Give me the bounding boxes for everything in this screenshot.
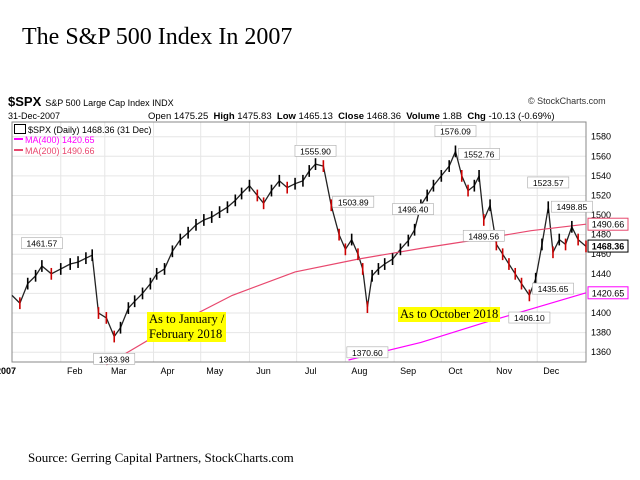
annotation-jan-feb-line2: February 2018 (149, 327, 223, 341)
y-tick-label: 1540 (591, 171, 611, 181)
volume-value: 1.8B (442, 111, 463, 122)
ma200-value-tag-box (587, 217, 629, 231)
price-label-box (346, 346, 389, 359)
series-ma400-line (348, 292, 587, 361)
y-tick-label: 1380 (591, 328, 611, 338)
chart-symbol: $SPX S&P 500 Large Cap Index INDX (8, 94, 174, 109)
open-label: Open (148, 111, 172, 122)
legend-ma400-swatch (14, 138, 23, 140)
legend-ma400: MA(400) 1420.65 (14, 135, 95, 145)
x-tick-label: Mar (111, 366, 127, 376)
y-tick-label: 1440 (591, 269, 611, 279)
price-label: 1461.57 (27, 239, 58, 249)
price-label: 1489.56 (468, 231, 499, 241)
price-label: 1435.65 (538, 284, 569, 294)
y-tick-label: 1520 (591, 190, 611, 200)
legend-ma200-swatch (14, 149, 23, 151)
ma400-value-tag-box (587, 286, 629, 300)
price-label-box (294, 145, 337, 157)
chg-label: Chg (467, 111, 486, 122)
series-ma200-line (106, 223, 587, 366)
ma400-value-tag: 1420.65 (592, 288, 625, 298)
low-value: 1465.13 (298, 111, 333, 122)
price-label: 1498.85 (556, 202, 587, 212)
price-label-box (462, 229, 505, 242)
price-label-box (550, 200, 593, 213)
price-label: 1363.98 (99, 354, 130, 364)
price-label-box (458, 148, 500, 160)
x-tick-label: Oct (448, 366, 463, 376)
price-label: 1552.76 (464, 149, 495, 159)
x-tick-label: Sep (400, 366, 416, 376)
y-tick-label: 1360 (591, 347, 611, 357)
x-tick-label: Nov (496, 366, 513, 376)
annotation-october-2018: As to October 2018 (398, 307, 501, 322)
volume-label: Volume (406, 111, 440, 122)
legend-price: $SPX (Daily) 1468.36 (31 Dec) (14, 124, 152, 135)
price-label-box (332, 195, 375, 208)
high-value: 1475.83 (237, 111, 272, 122)
price-label-box (532, 282, 574, 295)
legend-price-text: $SPX (Daily) 1468.36 (31 Dec) (28, 125, 152, 135)
ma200-value-tag: 1490.66 (592, 220, 625, 230)
price-label-box (392, 203, 434, 215)
price-label-box (93, 353, 136, 365)
price-label: 1523.57 (533, 178, 564, 188)
legend-ma400-text: MA(400) 1420.65 (25, 135, 95, 145)
x-tick-label: Feb (67, 366, 83, 376)
close-label: Close (338, 111, 365, 122)
price-label-box (527, 176, 570, 189)
annotation-jan-feb-2018: As to January / February 2018 (147, 312, 227, 342)
price-label: 1496.40 (398, 205, 429, 215)
y-tick-label: 1580 (591, 132, 611, 142)
source-note: Source: Gerring Capital Partners, StockC… (28, 450, 294, 465)
price-label: 1555.90 (300, 146, 331, 156)
legend-ma200-text: MA(200) 1490.66 (25, 146, 95, 156)
high-label: High (213, 111, 235, 122)
price-label-box (508, 311, 551, 324)
x-tick-label: 2007 (0, 366, 16, 376)
y-tick-label: 1400 (591, 308, 611, 318)
legend-ma200: MA(200) 1490.66 (14, 146, 95, 156)
price-label: 1576.09 (440, 127, 471, 137)
x-tick-label: Jul (305, 366, 317, 376)
price-label: 1406.10 (514, 313, 545, 323)
y-tick-label: 1460 (591, 249, 611, 259)
annotation-jan-feb-line1: As to January / (149, 312, 225, 326)
ohlc-readout: Open 1475.25 High 1475.83 Low 1465.13 Cl… (148, 111, 555, 122)
x-tick-label: Dec (543, 366, 560, 376)
chart-date: 31-Dec-2007 (8, 111, 61, 121)
price-label: 1370.60 (352, 348, 383, 358)
stockcharts-brand: © StockCharts.com (528, 96, 606, 106)
legend-price-swatch (14, 124, 26, 134)
x-tick-label: Apr (161, 366, 175, 376)
x-tick-label: May (206, 366, 224, 376)
y-tick-label: 1480 (591, 230, 611, 240)
y-tick-label: 1500 (591, 210, 611, 220)
symbol-description: S&P 500 Large Cap Index INDX (45, 98, 174, 108)
open-value: 1475.25 (173, 111, 209, 122)
chg-value: -10.13 (-0.69%) (488, 111, 555, 122)
y-tick-label: 1560 (591, 151, 611, 161)
x-tick-label: Jun (256, 366, 271, 376)
low-label: Low (276, 111, 296, 122)
symbol-ticker: $SPX (8, 94, 42, 109)
x-tick-label: Aug (351, 366, 367, 376)
close-value-tag-box (587, 239, 629, 253)
close-value: 1468.36 (366, 111, 402, 122)
close-value-tag: 1468.36 (592, 242, 625, 252)
price-label-box (21, 237, 63, 250)
price-label-box (434, 125, 477, 137)
price-label: 1503.89 (338, 197, 369, 207)
page-title: The S&P 500 Index In 2007 (22, 24, 293, 50)
